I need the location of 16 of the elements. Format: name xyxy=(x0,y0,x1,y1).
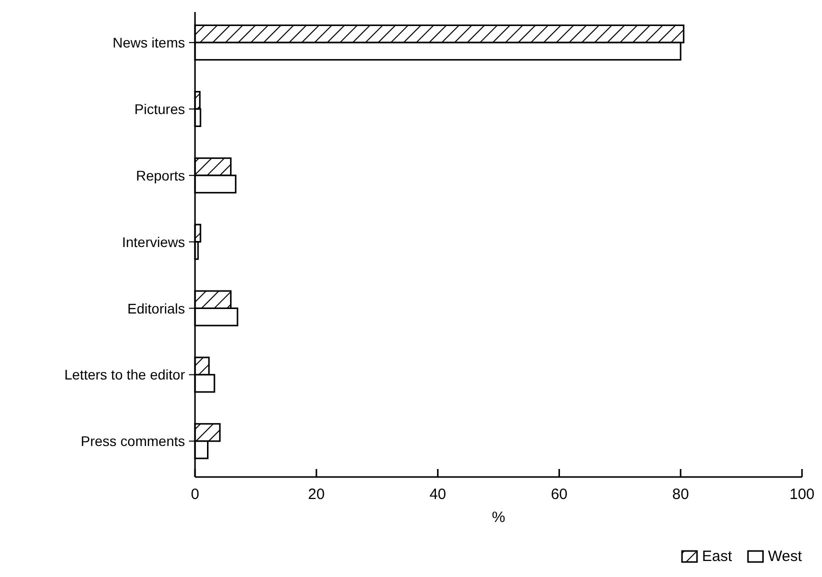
y-tick-label: News items xyxy=(112,34,185,51)
legend-label: West xyxy=(768,548,803,565)
y-tick-label: Press comments xyxy=(80,433,185,450)
x-tick-label: 0 xyxy=(190,486,200,503)
x-tick-label: 40 xyxy=(429,486,446,503)
x-tick-label: 100 xyxy=(789,486,815,503)
legend-label: East xyxy=(702,548,733,565)
y-tick-label: Reports xyxy=(136,167,185,184)
y-tick-label: Editorials xyxy=(127,300,185,316)
y-tick-label: Interviews xyxy=(122,234,185,250)
x-axis-title: % xyxy=(492,509,506,526)
y-tick-label: Letters to the editor xyxy=(64,366,186,383)
x-tick-label: 80 xyxy=(672,486,689,503)
x-tick-label: 20 xyxy=(308,486,325,503)
y-tick-label: Pictures xyxy=(134,100,185,117)
x-tick-label: 60 xyxy=(550,486,568,503)
